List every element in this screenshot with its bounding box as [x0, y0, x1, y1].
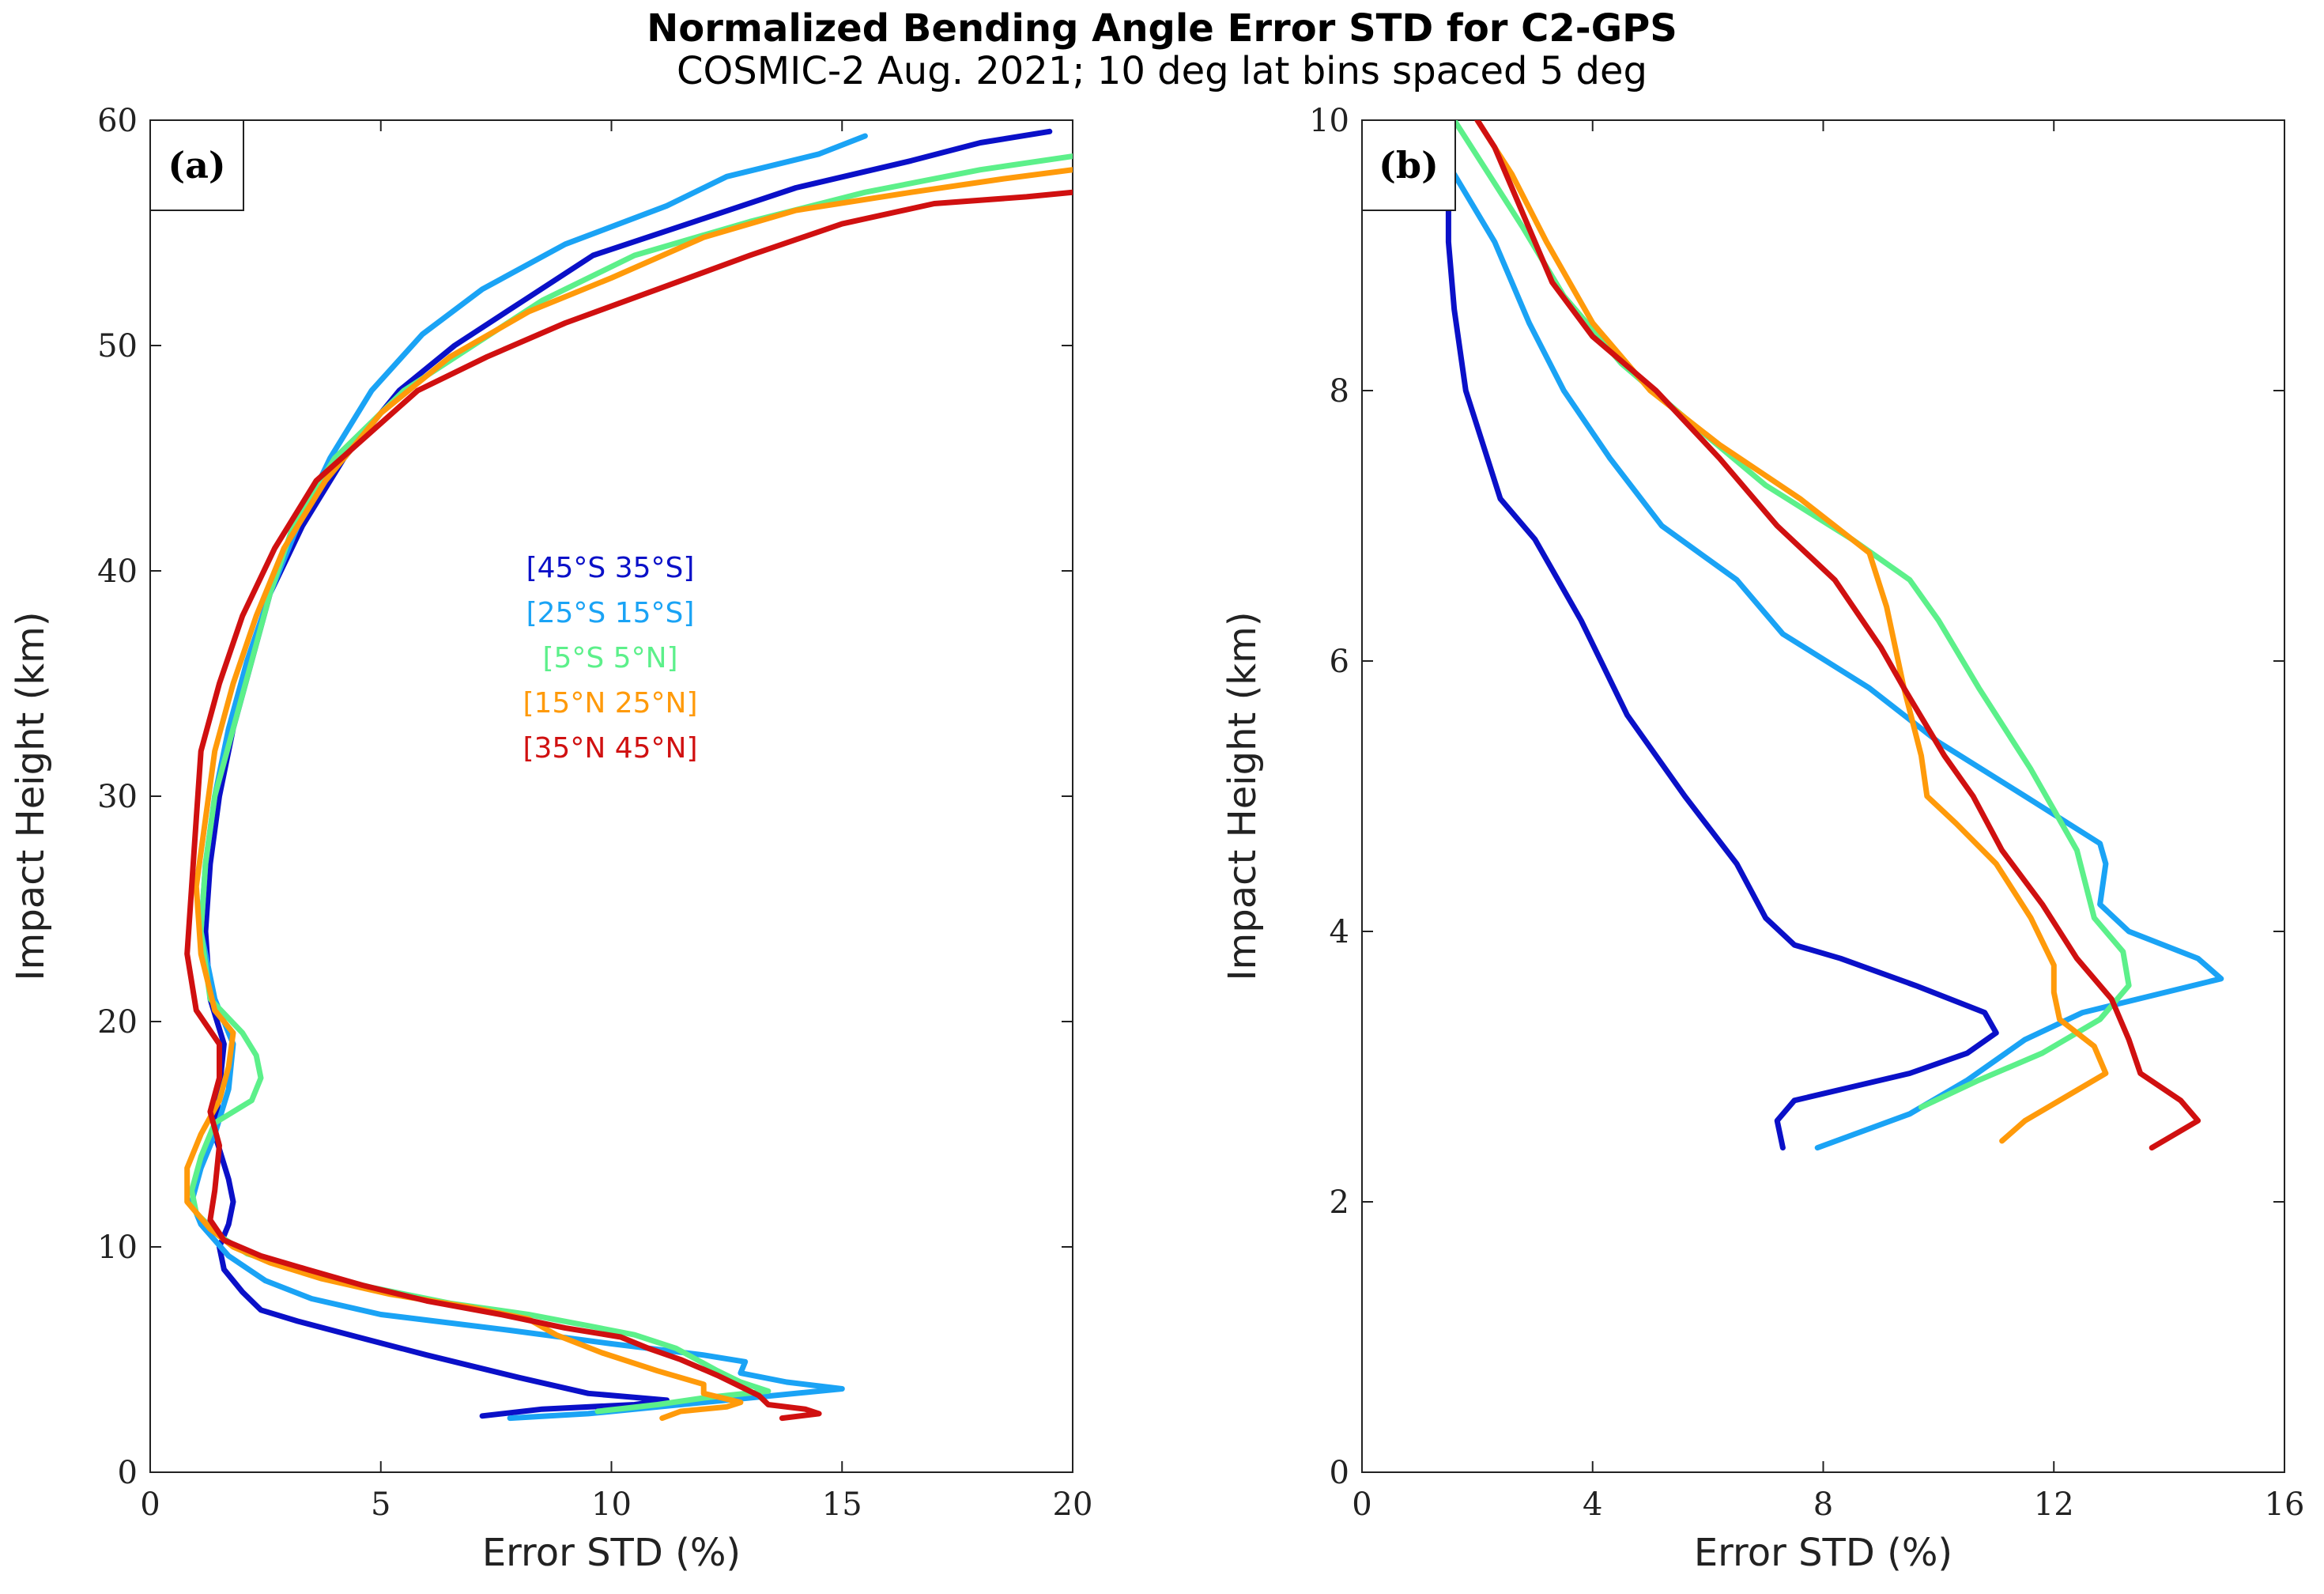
plot-area-frame [1361, 119, 2285, 1473]
y-tick-label: 0 [118, 1455, 138, 1491]
x-axis-label: Error STD (%) [1694, 1531, 1952, 1575]
series-line-2 [1451, 120, 2132, 1110]
y-tick-label: 20 [97, 1004, 138, 1041]
y-tick-label: 8 [1330, 373, 1349, 410]
y-tick-label: 60 [97, 103, 138, 139]
panel-a-tag: (a) [168, 144, 225, 187]
x-tick-label: 0 [1352, 1486, 1371, 1523]
panel-tag-box [149, 119, 244, 211]
series-line-4 [1474, 120, 2201, 1151]
series-line-4 [184, 189, 1073, 1422]
legend-entry-5s-5n: [5°S 5°N] [542, 642, 677, 674]
x-tick-label: 15 [822, 1486, 862, 1523]
series-line-1 [189, 133, 868, 1422]
x-tick-label: 16 [2265, 1486, 2305, 1523]
y-tick-label: 50 [97, 328, 138, 365]
series-group [1445, 120, 2224, 1151]
legend-entry-25s-15s: [25°S 15°S] [526, 597, 695, 629]
panel-tag-box [1361, 119, 1456, 211]
y-axis-label: Impact Height (km) [1220, 611, 1265, 980]
y-tick-label: 6 [1330, 644, 1349, 680]
series-line-3 [184, 167, 1073, 1422]
series-group [184, 128, 1073, 1422]
series-line-0 [202, 128, 1053, 1419]
figure-title: Normalized Bending Angle Error STD for C… [647, 6, 1677, 51]
y-tick-label: 30 [97, 779, 138, 815]
x-tick-label: 5 [371, 1486, 390, 1523]
figure-subtitle: COSMIC-2 Aug. 2021; 10 deg lat bins spac… [677, 49, 1647, 93]
y-tick-label: 40 [97, 553, 138, 590]
legend-entry-35n-45n: [35°N 45°N] [523, 732, 697, 765]
y-tick-label: 10 [1309, 103, 1349, 139]
y-tick-label: 0 [1330, 1455, 1349, 1491]
series-line-0 [1445, 198, 1999, 1151]
y-tick-label: 10 [97, 1229, 138, 1266]
panel-a-chart: 0 5 10 15 20 0 10 20 30 40 50 60 Error STD (%) Impact… [9, 103, 1092, 1575]
legend-entry-15n-25n: [15°N 25°N] [523, 687, 697, 720]
y-tick-label: 2 [1330, 1184, 1349, 1221]
x-tick-label: 4 [1583, 1486, 1602, 1523]
x-tick-label: 20 [1053, 1486, 1093, 1523]
legend: [45°S 35°S] [25°S 15°S] [5°S 5°N] [15°N … [523, 552, 697, 765]
x-tick-label: 10 [591, 1486, 632, 1523]
y-tick-label: 4 [1330, 914, 1349, 950]
x-tick-label: 0 [140, 1486, 160, 1523]
series-line-2 [189, 153, 1073, 1415]
legend-entry-45s-35s: [45°S 35°S] [526, 552, 695, 584]
x-tick-label: 12 [2034, 1486, 2074, 1523]
panel-b-chart: 0 4 8 12 16 0 2 4 6 8 10 Error STD (%) Impact Height… [1220, 103, 2304, 1575]
series-line-3 [1474, 120, 2109, 1144]
y-axis-label: Impact Height (km) [9, 611, 53, 980]
x-axis-label: Error STD (%) [482, 1531, 741, 1575]
series-line-1 [1451, 171, 2224, 1151]
panel-b-tag: (b) [1379, 144, 1439, 187]
x-tick-label: 8 [1813, 1486, 1833, 1523]
